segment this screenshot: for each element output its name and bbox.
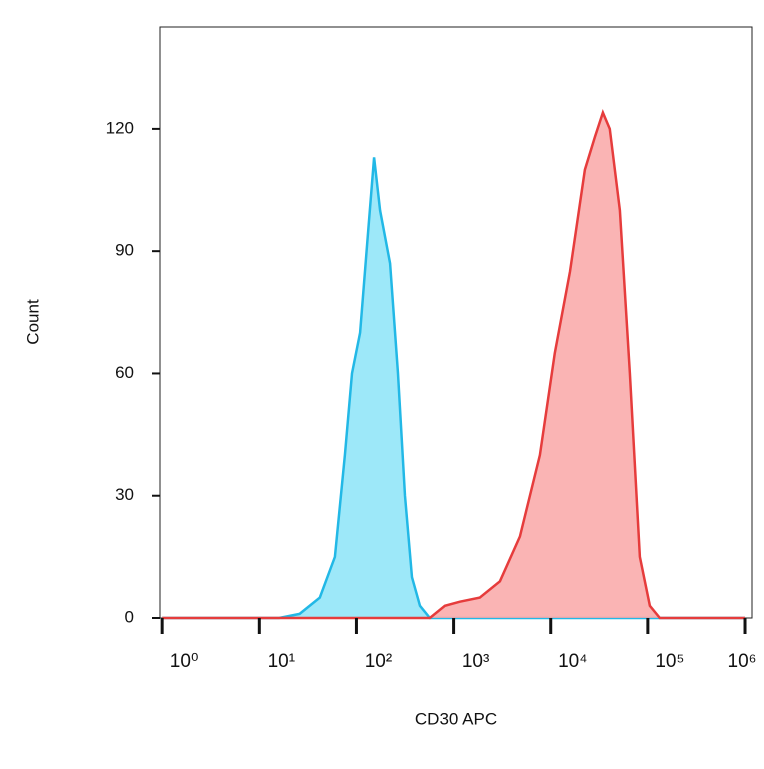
x-tick-label: 10⁴ xyxy=(558,651,587,672)
x-tick-label: 10³ xyxy=(462,651,489,672)
x-tick-label: 10² xyxy=(365,651,392,672)
x-tick-label: 10⁵ xyxy=(655,651,684,672)
plot-frame xyxy=(159,26,753,619)
y-axis-label: Count xyxy=(23,299,42,345)
histogram-area xyxy=(162,157,745,618)
histogram-line xyxy=(162,157,745,620)
y-tick-label: 60 xyxy=(115,363,134,382)
histogram-area xyxy=(162,112,745,618)
y-tick-label: 30 xyxy=(115,485,134,504)
y-tick-label: 120 xyxy=(106,118,134,137)
x-axis-label: CD30 APC xyxy=(415,709,497,728)
x-tick-label: 10⁶ xyxy=(728,651,757,672)
histogram-line xyxy=(162,109,745,620)
y-tick-label: 0 xyxy=(125,607,134,626)
y-tick-label: 90 xyxy=(115,241,134,260)
x-tick-label: 10⁰ xyxy=(170,651,199,672)
x-tick-label: 10¹ xyxy=(268,651,295,672)
